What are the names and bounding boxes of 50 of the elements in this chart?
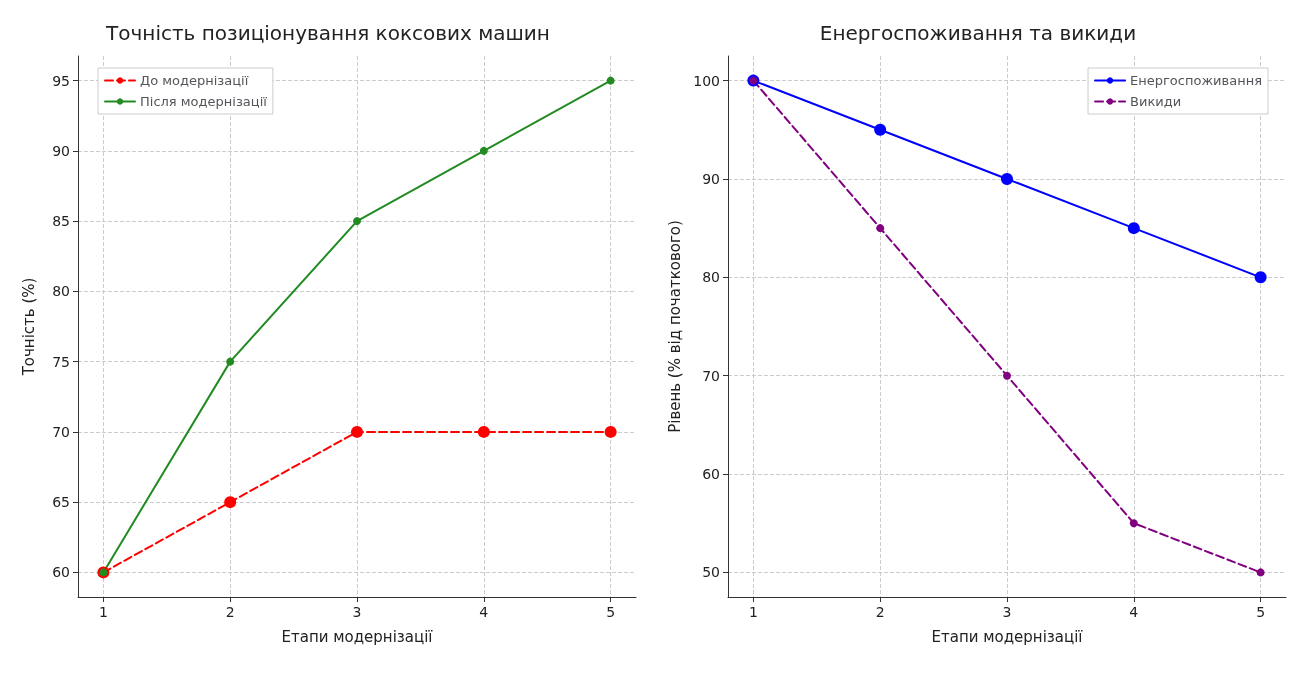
x-tick-label: 5 [606, 604, 616, 620]
point [874, 123, 887, 136]
point [1001, 172, 1013, 185]
x-tick-label: 1 [98, 604, 108, 620]
point [224, 496, 237, 509]
chart-title: Енергоспоживання та викиди [819, 21, 1137, 45]
x-axis-title: Етапи модернізації [281, 627, 434, 646]
y-tick-label: 75 [52, 353, 70, 370]
legend-label: Після модернізації [140, 94, 268, 109]
legend-label: До модернізації [140, 73, 249, 88]
y-tick-label: 60 [52, 564, 70, 581]
point [477, 425, 490, 438]
point [351, 425, 363, 438]
y-tick-label: 70 [52, 423, 70, 440]
legend-label: Енергоспоживання [1130, 73, 1263, 88]
y-tick-label: 90 [52, 142, 70, 159]
chart-title: Точність позиціонування коксових машин [105, 21, 550, 45]
x-tick-label: 2 [875, 604, 885, 620]
point [1003, 371, 1011, 380]
point [1127, 222, 1140, 235]
y-tick-label: 90 [702, 170, 720, 187]
y-tick-label: 60 [702, 466, 720, 483]
x-tick-label: 5 [1256, 604, 1266, 620]
x-tick-label: 2 [225, 604, 235, 620]
y-tick-label: 80 [52, 283, 70, 300]
x-axis-title: Етапи модернізації [931, 627, 1084, 646]
point [1254, 271, 1267, 284]
point [1129, 519, 1138, 528]
y-tick-label: 70 [702, 367, 720, 384]
y-tick-label: 50 [702, 564, 720, 581]
point [876, 224, 885, 233]
x-tick-label: 3 [352, 604, 362, 620]
y-tick-label: 95 [52, 72, 70, 89]
y-tick-label: 80 [702, 269, 720, 286]
point [479, 146, 488, 155]
y-axis-title: Рівень (% від початкового) [665, 220, 684, 433]
y-tick-label: 85 [52, 213, 70, 230]
point [226, 357, 235, 366]
legend-label: Викиди [1130, 94, 1182, 109]
x-tick-label: 4 [479, 604, 489, 620]
point [606, 76, 615, 85]
point [353, 217, 361, 226]
y-tick-label: 100 [693, 72, 720, 89]
point [1256, 568, 1265, 577]
y-tick-label: 65 [52, 494, 70, 511]
y-axis-title: Точність (%) [19, 277, 38, 377]
x-tick-label: 4 [1129, 604, 1139, 620]
x-tick-label: 3 [1002, 604, 1012, 620]
x-tick-label: 1 [748, 604, 758, 620]
point [604, 425, 617, 438]
